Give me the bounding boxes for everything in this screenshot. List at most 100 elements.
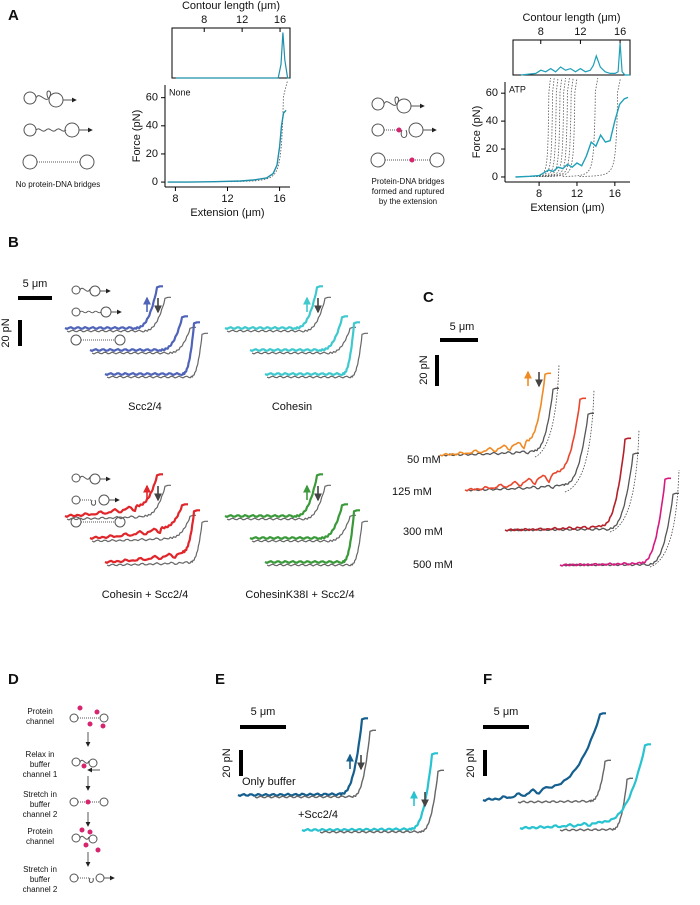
condition-label: Cohesin xyxy=(272,401,312,413)
trace xyxy=(64,285,163,330)
x-tick-label: 12 xyxy=(571,188,583,200)
condition-label: CohesinK38I + Scc2/4 xyxy=(245,589,354,601)
contour-tick-label: 12 xyxy=(574,26,586,38)
scale-label: 5 μm xyxy=(23,278,48,290)
condition-label: 125 mM xyxy=(392,486,432,498)
trace xyxy=(66,484,171,521)
wlc-fit xyxy=(230,80,288,183)
protocol-steps: Protein channel Relax in buffer channel … xyxy=(23,707,58,894)
protocol-icons xyxy=(69,713,115,883)
caption: formed and ruptured xyxy=(372,187,445,196)
caption: No protein-DNA bridges xyxy=(16,180,100,189)
trace xyxy=(468,412,594,492)
y-tick-label: 40 xyxy=(486,115,498,127)
step-text: Stretch in xyxy=(23,865,57,874)
condition-label: 300 mM xyxy=(403,526,443,538)
trace xyxy=(89,315,188,352)
condition-label: 50 mM xyxy=(407,454,441,466)
dna-icons xyxy=(70,285,126,528)
wlc-fit xyxy=(547,77,578,177)
step-text: channel 2 xyxy=(23,885,58,894)
y-axis-label: Force (pN) xyxy=(471,106,483,159)
x-tick-label: 8 xyxy=(536,188,542,200)
trace xyxy=(464,397,586,492)
x-tick-label: 16 xyxy=(273,193,285,205)
contour-tick-label: 16 xyxy=(274,14,286,26)
scale-label: 5 μm xyxy=(251,706,276,718)
trace xyxy=(64,473,163,518)
trace xyxy=(104,321,200,376)
force-trace xyxy=(167,109,287,183)
contour-tick-label: 16 xyxy=(614,26,626,38)
step-text: channel xyxy=(26,717,54,726)
scale-label: 20 pN xyxy=(0,318,12,347)
contour-axis-label: Contour length (μm) xyxy=(182,0,280,12)
panel-label: F xyxy=(483,671,492,688)
trace xyxy=(251,514,356,543)
condition-label: Scc2/4 xyxy=(128,401,162,413)
step-text: buffer xyxy=(30,760,51,769)
y-tick-label: 60 xyxy=(486,87,498,99)
trace xyxy=(89,503,188,540)
condition-label: 500 mM xyxy=(413,559,453,571)
trace xyxy=(226,296,331,333)
wlc-fit xyxy=(649,469,680,568)
trace xyxy=(559,477,671,567)
trace xyxy=(301,752,438,832)
wlc-fit xyxy=(609,429,640,533)
step-text: channel 1 xyxy=(23,770,58,779)
trace xyxy=(439,372,551,457)
scale-label: 20 pN xyxy=(221,748,233,777)
contour-histogram xyxy=(520,43,630,76)
wlc-fit xyxy=(544,77,574,177)
condition-label: Only buffer xyxy=(242,776,296,788)
trace xyxy=(508,452,639,532)
trace xyxy=(517,759,611,804)
wlc-fit xyxy=(533,77,559,177)
annotation: ATP xyxy=(509,84,526,94)
panel-label: E xyxy=(215,671,225,688)
annotation: None xyxy=(169,87,191,97)
step-text: Relax in xyxy=(26,750,55,759)
force-trace xyxy=(515,96,629,178)
caption: by the extension xyxy=(379,197,437,206)
contour-frame xyxy=(171,27,291,79)
contour-axis-label: Contour length (μm) xyxy=(522,12,620,24)
trace xyxy=(266,520,368,567)
contour-frame xyxy=(512,39,631,76)
y-tick-label: 20 xyxy=(486,143,498,155)
wlc-fit xyxy=(564,389,595,493)
trace xyxy=(504,437,631,532)
panel-label: B xyxy=(8,234,19,251)
scale-label: 20 pN xyxy=(465,748,477,777)
x-axis-label: Extension (μm) xyxy=(190,207,264,219)
y-tick-label: 0 xyxy=(492,171,498,183)
y-tick-label: 40 xyxy=(146,120,158,132)
x-tick-label: 16 xyxy=(609,188,621,200)
contour-tick-label: 12 xyxy=(236,14,248,26)
x-tick-label: 12 xyxy=(221,193,233,205)
trace xyxy=(266,332,368,379)
panel-label: A xyxy=(8,7,19,24)
caption: Protein-DNA bridges xyxy=(372,177,445,186)
dna-icons xyxy=(22,90,445,170)
trace xyxy=(224,285,323,330)
protein-dots xyxy=(77,705,106,853)
trace xyxy=(106,332,208,379)
step-text: buffer xyxy=(30,875,51,884)
x-tick-label: 8 xyxy=(172,193,178,205)
trace xyxy=(237,717,368,797)
y-axis-label: Force (pN) xyxy=(131,110,143,163)
step-text: channel xyxy=(26,837,54,846)
trace xyxy=(319,769,444,834)
trace xyxy=(249,315,348,352)
trace xyxy=(226,484,331,521)
trace xyxy=(104,509,200,564)
condition-label: Cohesin + Scc2/4 xyxy=(102,589,189,601)
trace xyxy=(251,326,356,355)
contour-tick-label: 8 xyxy=(538,26,544,38)
trace xyxy=(91,514,196,543)
condition-label: +Scc2/4 xyxy=(298,809,338,821)
trace xyxy=(91,326,196,355)
